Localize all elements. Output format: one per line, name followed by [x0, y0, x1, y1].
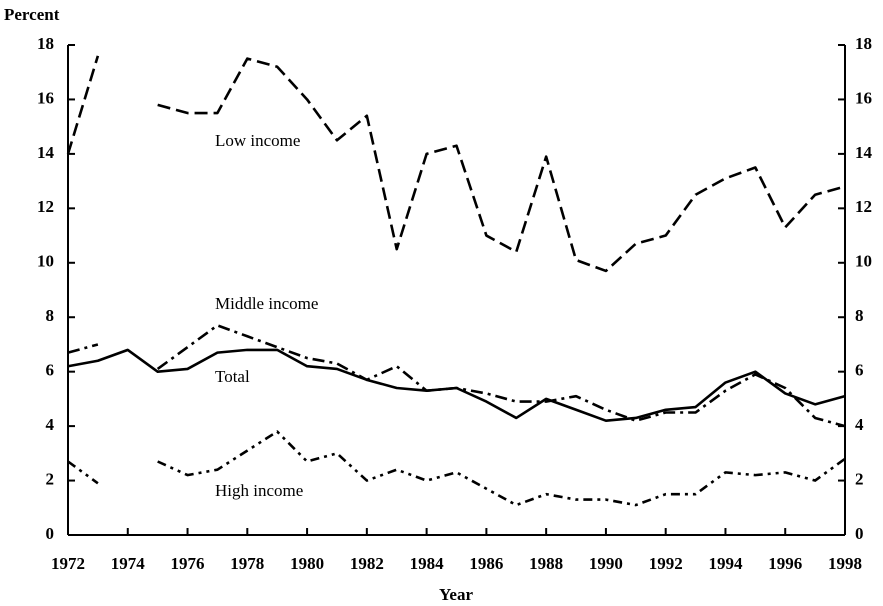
x-tick-label: 1988: [529, 554, 563, 573]
x-tick-label: 1998: [828, 554, 862, 573]
y-tick-label-right: 12: [855, 197, 872, 216]
x-axis-title: Year: [439, 585, 473, 604]
y-tick-label-right: 2: [855, 469, 864, 488]
y-tick-label: 4: [46, 415, 55, 434]
y-tick-label: 16: [37, 88, 54, 107]
x-tick-label: 1976: [171, 554, 205, 573]
x-tick-label: 1974: [111, 554, 146, 573]
y-tick-label-right: 6: [855, 361, 864, 380]
x-tick-label: 1978: [230, 554, 264, 573]
y-tick-label: 10: [37, 252, 54, 271]
y-tick-label-right: 14: [855, 143, 873, 162]
y-tick-label: 0: [46, 524, 55, 543]
x-tick-label: 1994: [708, 554, 743, 573]
y-tick-label: 18: [37, 34, 54, 53]
series-label: Middle income: [215, 294, 318, 313]
series-label: Low income: [215, 131, 300, 150]
y-tick-label: 14: [37, 143, 55, 162]
series-label: High income: [215, 481, 303, 500]
y-tick-label-right: 4: [855, 415, 864, 434]
x-tick-label: 1990: [589, 554, 623, 573]
y-tick-label: 2: [46, 469, 55, 488]
x-tick-label: 1980: [290, 554, 324, 573]
y-tick-label-right: 10: [855, 252, 872, 271]
x-tick-label: 1984: [410, 554, 445, 573]
line-series: [67, 430, 846, 507]
x-tick-label: 1986: [469, 554, 503, 573]
y-tick-label: 8: [46, 306, 55, 325]
x-tick-label: 1982: [350, 554, 384, 573]
line-series: [67, 348, 846, 422]
y-axis-title: Percent: [4, 5, 60, 24]
x-tick-label: 1992: [649, 554, 683, 573]
y-tick-label-right: 16: [855, 88, 872, 107]
line-series: [67, 324, 846, 428]
y-tick-label: 12: [37, 197, 54, 216]
x-tick-label: 1972: [51, 554, 85, 573]
y-tick-label: 6: [46, 361, 55, 380]
x-tick-label: 1996: [768, 554, 802, 573]
y-tick-label-right: 0: [855, 524, 864, 543]
line-series: [66, 55, 846, 273]
series-label: Total: [215, 367, 250, 386]
y-tick-label-right: 8: [855, 306, 864, 325]
y-tick-label-right: 18: [855, 34, 872, 53]
